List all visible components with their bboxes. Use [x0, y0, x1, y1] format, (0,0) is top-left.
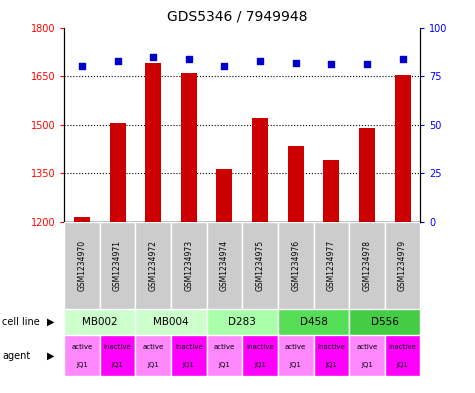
Text: GSM1234971: GSM1234971 — [113, 240, 122, 291]
Text: inactive: inactive — [104, 344, 132, 350]
Bar — [110, 123, 125, 222]
Text: JQ1: JQ1 — [361, 362, 373, 368]
Point — [114, 57, 122, 64]
Text: JQ1: JQ1 — [147, 362, 159, 368]
Point — [328, 61, 335, 68]
Text: active: active — [356, 344, 378, 350]
Point — [292, 59, 299, 66]
Point — [363, 61, 371, 68]
Text: ▶: ▶ — [47, 351, 55, 361]
Bar — [207, 335, 242, 376]
Text: inactive: inactive — [317, 344, 345, 350]
Bar — [207, 222, 242, 309]
Bar — [217, 169, 232, 222]
Point — [149, 53, 157, 60]
Text: JQ1: JQ1 — [325, 362, 337, 368]
Bar — [314, 222, 349, 309]
Bar — [385, 335, 420, 376]
Text: GSM1234970: GSM1234970 — [77, 240, 86, 291]
Bar — [171, 335, 207, 376]
Bar — [395, 75, 410, 222]
Bar — [135, 335, 171, 376]
Bar — [278, 335, 314, 376]
Text: JQ1: JQ1 — [112, 362, 124, 368]
Bar — [278, 309, 349, 335]
Point — [256, 57, 264, 64]
Bar — [171, 222, 207, 309]
Bar — [64, 222, 100, 309]
Text: GDS5346 / 7949948: GDS5346 / 7949948 — [167, 10, 308, 24]
Text: GSM1234976: GSM1234976 — [291, 240, 300, 291]
Bar — [242, 222, 278, 309]
Text: active: active — [285, 344, 306, 350]
Bar — [323, 160, 339, 222]
Bar — [385, 222, 420, 309]
Text: active: active — [142, 344, 164, 350]
Bar — [278, 222, 314, 309]
Text: GSM1234979: GSM1234979 — [398, 240, 407, 291]
Text: JQ1: JQ1 — [397, 362, 408, 368]
Bar — [100, 335, 135, 376]
Bar — [314, 335, 349, 376]
Bar — [288, 146, 304, 222]
Text: D556: D556 — [371, 317, 399, 327]
Text: inactive: inactive — [246, 344, 274, 350]
Point — [185, 55, 193, 62]
Text: MB002: MB002 — [82, 317, 118, 327]
Text: GSM1234975: GSM1234975 — [256, 240, 265, 291]
Bar — [145, 63, 161, 222]
Bar — [207, 309, 278, 335]
Bar — [135, 222, 171, 309]
Point — [220, 63, 228, 70]
Point — [399, 55, 407, 62]
Bar — [74, 217, 90, 222]
Bar — [64, 309, 135, 335]
Text: JQ1: JQ1 — [76, 362, 88, 368]
Text: JQ1: JQ1 — [290, 362, 302, 368]
Point — [78, 63, 86, 70]
Text: GSM1234972: GSM1234972 — [149, 240, 158, 291]
Bar — [242, 335, 278, 376]
Text: agent: agent — [2, 351, 30, 361]
Text: JQ1: JQ1 — [254, 362, 266, 368]
Text: JQ1: JQ1 — [183, 362, 195, 368]
Text: inactive: inactive — [175, 344, 203, 350]
Bar — [349, 222, 385, 309]
Text: D283: D283 — [228, 317, 256, 327]
Bar — [349, 309, 420, 335]
Text: GSM1234978: GSM1234978 — [362, 240, 371, 291]
Text: ▶: ▶ — [47, 317, 55, 327]
Bar — [359, 128, 375, 222]
Text: D458: D458 — [300, 317, 327, 327]
Text: active: active — [71, 344, 93, 350]
Text: GSM1234973: GSM1234973 — [184, 240, 193, 291]
Bar — [349, 335, 385, 376]
Text: active: active — [214, 344, 235, 350]
Bar — [181, 73, 197, 222]
Bar — [64, 335, 100, 376]
Bar — [135, 309, 207, 335]
Bar — [252, 118, 268, 222]
Text: GSM1234977: GSM1234977 — [327, 240, 336, 291]
Text: GSM1234974: GSM1234974 — [220, 240, 229, 291]
Bar — [100, 222, 135, 309]
Text: MB004: MB004 — [153, 317, 189, 327]
Text: inactive: inactive — [389, 344, 417, 350]
Text: cell line: cell line — [2, 317, 40, 327]
Text: JQ1: JQ1 — [218, 362, 230, 368]
